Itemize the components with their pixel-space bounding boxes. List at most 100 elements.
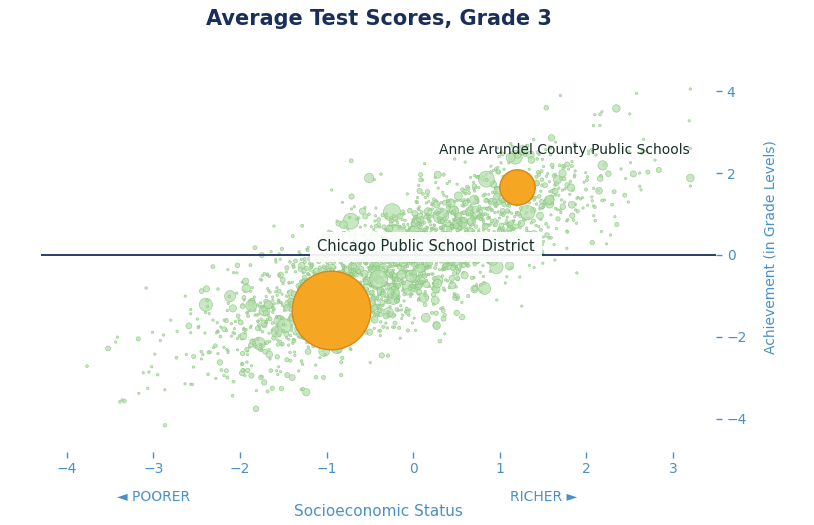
Point bbox=[535, 197, 548, 206]
Point bbox=[325, 288, 338, 297]
Point bbox=[565, 162, 578, 170]
Point bbox=[406, 258, 419, 266]
Point bbox=[501, 207, 514, 215]
Point bbox=[389, 250, 402, 259]
Point bbox=[118, 397, 131, 405]
Point bbox=[464, 254, 477, 262]
Point bbox=[308, 256, 321, 265]
Point bbox=[272, 329, 285, 337]
Point bbox=[396, 311, 409, 319]
Point bbox=[335, 342, 348, 350]
Point bbox=[322, 278, 335, 287]
Point bbox=[373, 230, 386, 239]
Point bbox=[408, 248, 421, 257]
Point bbox=[356, 207, 369, 215]
Point bbox=[324, 286, 337, 294]
Point bbox=[453, 266, 466, 275]
Point bbox=[291, 302, 304, 310]
Point bbox=[248, 340, 261, 349]
Point bbox=[308, 288, 321, 297]
Point bbox=[482, 196, 495, 205]
Point bbox=[552, 215, 565, 223]
Point bbox=[439, 236, 452, 245]
Point bbox=[553, 184, 566, 192]
Point bbox=[457, 188, 470, 197]
Point bbox=[287, 232, 300, 240]
Point bbox=[395, 254, 408, 262]
Point bbox=[332, 290, 345, 298]
Point bbox=[221, 348, 234, 356]
Point bbox=[354, 270, 367, 279]
Point bbox=[267, 334, 280, 342]
Point bbox=[454, 239, 467, 248]
Point bbox=[374, 170, 387, 178]
Point bbox=[352, 289, 365, 297]
Point bbox=[314, 321, 327, 329]
Point bbox=[327, 311, 340, 320]
Point bbox=[386, 287, 399, 295]
Point bbox=[468, 195, 481, 204]
Point bbox=[390, 276, 403, 284]
Point bbox=[408, 234, 421, 242]
Point bbox=[580, 185, 593, 194]
Point bbox=[442, 226, 455, 234]
Point bbox=[477, 215, 490, 224]
Point bbox=[301, 325, 314, 333]
Point bbox=[264, 355, 277, 363]
Point bbox=[335, 299, 348, 308]
Point bbox=[300, 245, 313, 254]
Point bbox=[596, 161, 609, 170]
Point bbox=[418, 225, 431, 234]
Point bbox=[292, 332, 305, 340]
Point bbox=[475, 215, 488, 223]
Point bbox=[336, 198, 349, 206]
Point bbox=[510, 222, 523, 230]
Point bbox=[457, 200, 470, 208]
Point bbox=[341, 225, 354, 233]
Point bbox=[457, 195, 470, 204]
Point bbox=[354, 313, 367, 321]
Point bbox=[527, 264, 540, 272]
Point bbox=[293, 298, 306, 306]
Point bbox=[434, 304, 447, 313]
Point bbox=[444, 236, 457, 245]
Point bbox=[333, 243, 346, 251]
Point bbox=[468, 238, 481, 246]
Point bbox=[482, 214, 495, 222]
Point bbox=[465, 208, 478, 217]
Point bbox=[543, 200, 556, 208]
Point bbox=[426, 205, 439, 213]
Point bbox=[316, 271, 329, 280]
Point bbox=[343, 281, 356, 290]
Point bbox=[447, 256, 460, 265]
Point bbox=[430, 321, 443, 329]
Point bbox=[379, 292, 392, 301]
Point bbox=[380, 298, 393, 307]
Point bbox=[555, 196, 568, 204]
Point bbox=[443, 217, 456, 226]
Point bbox=[539, 181, 552, 190]
Point bbox=[252, 339, 265, 348]
Point bbox=[467, 259, 480, 267]
Point bbox=[426, 198, 439, 207]
Point bbox=[396, 225, 409, 233]
Point bbox=[370, 262, 383, 270]
Point bbox=[334, 258, 347, 267]
Point bbox=[421, 251, 434, 259]
Point bbox=[286, 323, 299, 331]
Point bbox=[531, 155, 544, 163]
Point bbox=[357, 281, 370, 289]
Point bbox=[520, 171, 533, 179]
Point bbox=[364, 281, 377, 290]
Point bbox=[388, 241, 401, 249]
Point bbox=[226, 304, 239, 312]
Point bbox=[424, 235, 437, 243]
Point bbox=[484, 267, 497, 276]
Point bbox=[507, 216, 520, 225]
Point bbox=[326, 298, 339, 306]
Point bbox=[326, 258, 339, 266]
Point bbox=[593, 121, 606, 130]
Point bbox=[622, 198, 635, 206]
Point bbox=[370, 283, 383, 291]
Point bbox=[204, 348, 217, 356]
